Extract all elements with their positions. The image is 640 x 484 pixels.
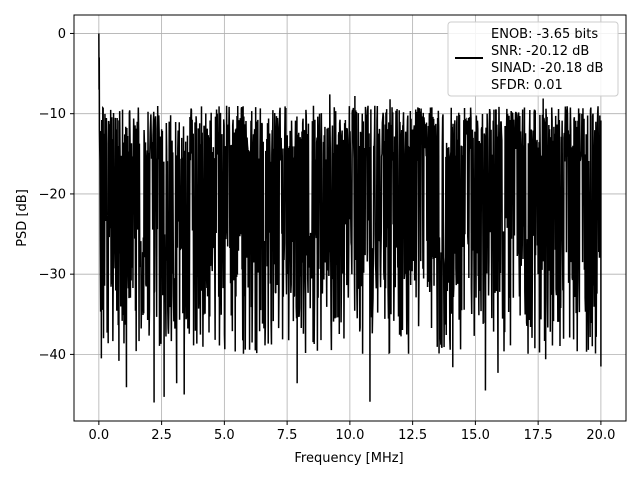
x-tick-label: 15.0 — [461, 428, 490, 443]
x-tick-label: 5.0 — [214, 428, 235, 443]
x-tick-label: 12.5 — [398, 428, 427, 443]
x-axis-label: Frequency [MHz] — [294, 451, 403, 466]
x-tick-label: 17.5 — [524, 428, 553, 443]
y-axis-label: PSD [dB] — [15, 189, 30, 247]
y-tick-label: −40 — [39, 348, 66, 363]
legend-snr: SNR: -20.12 dB — [491, 44, 589, 59]
x-tick-label: 10.0 — [335, 428, 364, 443]
x-tick-label: 2.5 — [151, 428, 172, 443]
x-tick-label: 20.0 — [586, 428, 615, 443]
x-axis-ticks: 0.0 2.5 5.0 7.5 10.0 12.5 15.0 17.5 20.0 — [89, 421, 615, 443]
y-tick-label: −10 — [39, 107, 66, 122]
y-tick-label: 0 — [58, 27, 66, 42]
x-tick-label: 0.0 — [89, 428, 110, 443]
y-tick-label: −30 — [39, 268, 66, 283]
legend-enob: ENOB: -3.65 bits — [491, 27, 598, 42]
y-tick-label: −20 — [39, 187, 66, 202]
x-tick-label: 7.5 — [277, 428, 298, 443]
series-layer — [98, 33, 602, 403]
legend-sinad: SINAD: -20.18 dB — [491, 61, 603, 76]
y-axis-ticks: 0 −10 −20 −30 −40 — [39, 27, 74, 363]
legend-box — [447, 21, 619, 97]
legend-sfdr: SFDR: 0.01 — [491, 78, 563, 93]
psd-series-line — [98, 33, 602, 403]
legend: ENOB: -3.65 bits SNR: -20.12 dB SINAD: -… — [447, 21, 619, 97]
